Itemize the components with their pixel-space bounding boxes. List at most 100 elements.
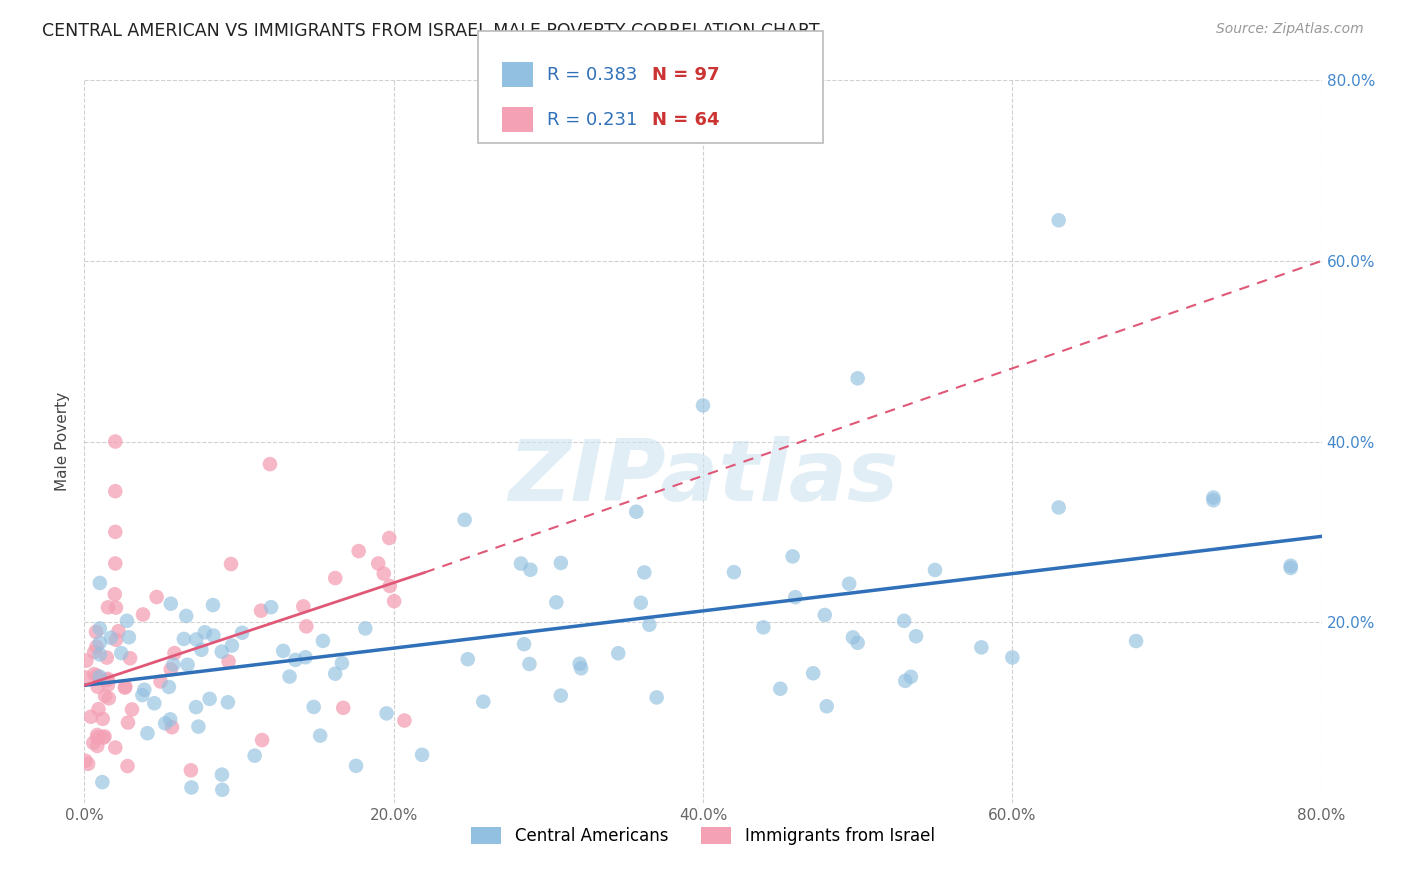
Point [472,695,495,709]
Point [110,646,132,660]
Point [723,565,745,579]
Point [86,669,108,683]
Point [550,556,572,570]
Point [118,630,141,644]
Point [1047,500,1070,515]
Text: ZIPatlas: ZIPatlas [508,436,898,519]
Point [93,730,115,744]
Point [159,597,181,611]
Point [284,653,307,667]
Point [769,681,792,696]
Point [607,646,630,660]
Point [114,680,136,694]
Point [117,759,139,773]
Point [1279,558,1302,573]
Point [159,662,181,676]
Point [107,624,129,639]
Legend: Central Americans, Immigrants from Israel: Central Americans, Immigrants from Israe… [471,827,935,845]
Point [104,484,127,499]
Point [174,609,197,624]
Point [201,598,224,612]
Point [97,672,120,686]
Point [519,563,541,577]
Point [104,740,127,755]
Point [1047,213,1070,227]
Point [375,706,398,721]
Point [295,619,318,633]
Point [134,682,156,697]
Point [378,531,401,545]
Point [77,756,100,771]
Point [846,636,869,650]
Point [546,595,568,609]
Point [75,754,97,768]
Point [453,513,475,527]
Point [96,673,118,688]
Point [105,632,128,647]
Point [250,733,273,747]
Point [344,759,367,773]
Point [143,696,166,710]
Point [202,628,225,642]
Point [801,666,824,681]
Point [692,398,714,412]
Point [347,544,370,558]
Point [157,680,180,694]
Point [1202,493,1225,508]
Point [86,728,108,742]
Point [86,731,108,745]
Point [86,739,108,753]
Point [271,644,294,658]
Point [260,600,283,615]
Point [136,726,159,740]
Point [211,782,233,797]
Point [513,637,536,651]
Point [121,702,143,716]
Point [893,614,915,628]
Point [785,590,807,604]
Point [782,549,804,564]
Text: R = 0.383: R = 0.383 [547,66,637,84]
Point [186,632,208,647]
Point [115,614,138,628]
Point [149,674,172,689]
Point [332,701,354,715]
Point [846,371,869,385]
Point [89,670,111,684]
Point [187,720,209,734]
Point [104,524,127,539]
Point [93,731,115,745]
Point [645,690,668,705]
Point [91,712,114,726]
Point [97,691,120,706]
Point [519,657,541,671]
Point [211,645,233,659]
Point [132,607,155,622]
Point [569,661,592,675]
Point [1202,491,1225,505]
Point [104,600,127,615]
Point [75,670,97,684]
Point [89,622,111,636]
Text: Source: ZipAtlas.com: Source: ZipAtlas.com [1216,22,1364,37]
Point [190,642,212,657]
Text: CENTRAL AMERICAN VS IMMIGRANTS FROM ISRAEL MALE POVERTY CORRELATION CHART: CENTRAL AMERICAN VS IMMIGRANTS FROM ISRA… [42,22,820,40]
Point [323,571,346,585]
Point [278,670,301,684]
Point [633,566,655,580]
Point [838,576,860,591]
Point [217,695,239,709]
Point [145,590,167,604]
Point [292,599,315,614]
Point [626,505,648,519]
Point [180,780,202,795]
Point [1001,650,1024,665]
Point [97,678,120,692]
Point [302,700,325,714]
Point [87,702,110,716]
Point [309,729,332,743]
Point [86,640,108,654]
Point [550,689,572,703]
Point [80,710,103,724]
Point [180,764,202,778]
